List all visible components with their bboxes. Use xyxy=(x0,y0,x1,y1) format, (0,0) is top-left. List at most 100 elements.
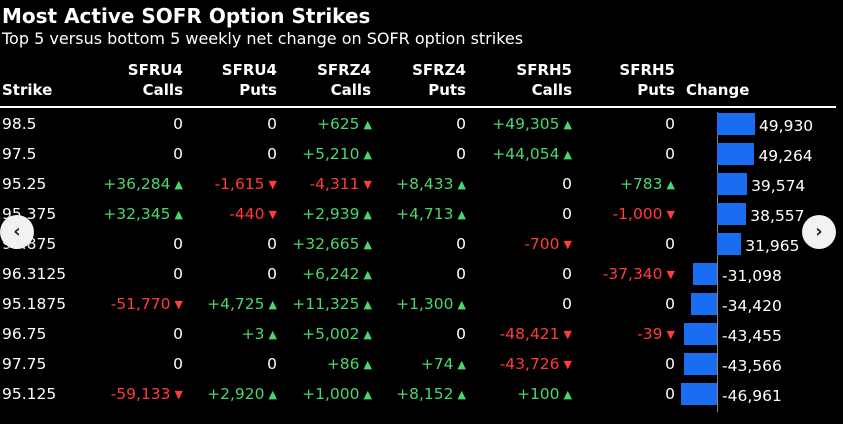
cell-value: +3 ▲ xyxy=(242,324,277,346)
triangle-up-icon: ▲ xyxy=(457,358,466,371)
cell-strike: 98.5 xyxy=(2,115,37,133)
cell-value-text: 0 xyxy=(173,265,183,283)
cell-value-text: +1,300 xyxy=(396,295,454,313)
cell-strike: 97.5 xyxy=(2,145,37,163)
header-sfru4-calls-l1: SFRU4 xyxy=(127,61,183,79)
cell-strike: 96.75 xyxy=(2,325,47,343)
prev-slide-button[interactable]: ‹ xyxy=(0,215,34,249)
cell-strike: 96.3125 xyxy=(2,265,67,283)
triangle-down-icon: ▼ xyxy=(666,328,675,341)
cell-value-text: +4,713 xyxy=(396,205,454,223)
triangle-up-icon: ▲ xyxy=(363,148,372,161)
triangle-down-icon: ▼ xyxy=(174,388,183,401)
change-label: -46,961 xyxy=(722,387,782,405)
cell-value: 0 xyxy=(173,264,183,284)
change-bar xyxy=(717,113,755,135)
triangle-down-icon: ▼ xyxy=(563,328,572,341)
header-strike: Strike xyxy=(2,81,53,99)
chart-title: Most Active SOFR Option Strikes xyxy=(2,4,371,28)
triangle-up-icon: ▲ xyxy=(563,118,572,131)
cell-value: 0 xyxy=(173,354,183,374)
cell-value: +1,000 ▲ xyxy=(302,384,372,406)
triangle-up-icon: ▲ xyxy=(563,388,572,401)
cell-value: 0 xyxy=(562,174,572,194)
header-change: Change xyxy=(686,81,750,99)
triangle-down-icon: ▼ xyxy=(174,298,183,311)
cell-value: +44,054 ▲ xyxy=(492,144,572,166)
cell-value-text: -59,133 xyxy=(110,385,171,403)
change-bar xyxy=(717,173,748,195)
change-bar xyxy=(693,263,717,285)
cell-value-text: 0 xyxy=(456,325,466,343)
header-sfrh5-puts-l2: Puts xyxy=(637,81,675,99)
cell-value-text: 0 xyxy=(173,115,183,133)
cell-value: +5,002 ▲ xyxy=(302,324,372,346)
cell-value-text: 0 xyxy=(173,145,183,163)
triangle-up-icon: ▲ xyxy=(363,358,372,371)
cell-value: +4,713 ▲ xyxy=(396,204,466,226)
chevron-right-icon: › xyxy=(815,221,823,242)
cell-value: +2,920 ▲ xyxy=(207,384,277,406)
cell-value-text: -1,000 xyxy=(612,205,663,223)
change-bar xyxy=(717,203,747,225)
triangle-up-icon: ▲ xyxy=(457,178,466,191)
cell-value: -48,421 ▼ xyxy=(500,324,572,346)
cell-value-text: -1,615 xyxy=(214,175,265,193)
cell-value: -37,340 ▼ xyxy=(603,264,675,286)
cell-value-text: 0 xyxy=(267,115,277,133)
triangle-up-icon: ▲ xyxy=(363,328,372,341)
cell-strike: 95.1875 xyxy=(2,295,67,313)
cell-value-text: +1,000 xyxy=(302,385,360,403)
cell-value: 0 xyxy=(267,354,277,374)
cell-value-text: 0 xyxy=(456,235,466,253)
header-sfrz4-puts-l1: SFRZ4 xyxy=(412,61,466,79)
change-label: 38,557 xyxy=(750,207,805,225)
cell-value: +8,152 ▲ xyxy=(396,384,466,406)
triangle-down-icon: ▼ xyxy=(563,358,572,371)
cell-value-text: +44,054 xyxy=(492,145,560,163)
cell-value-text: 0 xyxy=(665,235,675,253)
cell-value: -4,311 ▼ xyxy=(310,174,372,196)
cell-value-text: 0 xyxy=(267,355,277,373)
change-label: 31,965 xyxy=(745,237,800,255)
cell-value: +5,210 ▲ xyxy=(302,144,372,166)
cell-value-text: 0 xyxy=(456,265,466,283)
header-sfrz4-calls-l1: SFRZ4 xyxy=(317,61,371,79)
triangle-up-icon: ▲ xyxy=(268,388,277,401)
triangle-up-icon: ▲ xyxy=(268,328,277,341)
cell-strike: 95.125 xyxy=(2,385,57,403)
triangle-down-icon: ▼ xyxy=(268,208,277,221)
cell-value: -51,770 ▼ xyxy=(111,294,183,316)
cell-value: -700 ▼ xyxy=(524,234,572,256)
header-sfrz4-puts: SFRZ4 Puts xyxy=(412,60,466,100)
header-sfrh5-calls-l1: SFRH5 xyxy=(516,61,572,79)
cell-value-text: 0 xyxy=(267,235,277,253)
header-sfru4-calls-l2: Calls xyxy=(142,81,183,99)
cell-value: 0 xyxy=(456,324,466,344)
cell-value: 0 xyxy=(665,144,675,164)
cell-value-text: 0 xyxy=(173,325,183,343)
header-sfru4-calls: SFRU4 Calls xyxy=(128,60,183,100)
cell-value-text: 0 xyxy=(665,355,675,373)
header-sfru4-puts-l2: Puts xyxy=(239,81,277,99)
cell-value-text: 0 xyxy=(267,145,277,163)
header-sfru4-puts-l1: SFRU4 xyxy=(221,61,277,79)
cell-value: 0 xyxy=(665,294,675,314)
cell-value: 0 xyxy=(173,324,183,344)
cell-value: 0 xyxy=(665,114,675,134)
triangle-up-icon: ▲ xyxy=(457,298,466,311)
triangle-up-icon: ▲ xyxy=(363,238,372,251)
cell-value-text: 0 xyxy=(267,265,277,283)
header-sfrz4-calls: SFRZ4 Calls xyxy=(317,60,371,100)
change-label: -34,420 xyxy=(722,297,782,315)
triangle-down-icon: ▼ xyxy=(563,238,572,251)
cell-value-text: +625 xyxy=(316,115,360,133)
next-slide-button[interactable]: › xyxy=(802,215,836,249)
triangle-up-icon: ▲ xyxy=(363,298,372,311)
change-bar xyxy=(717,233,742,255)
cell-value-text: -39 xyxy=(637,325,663,343)
triangle-down-icon: ▼ xyxy=(666,268,675,281)
cell-value: 0 xyxy=(267,234,277,254)
change-label: 49,264 xyxy=(758,147,813,165)
triangle-down-icon: ▼ xyxy=(666,208,675,221)
